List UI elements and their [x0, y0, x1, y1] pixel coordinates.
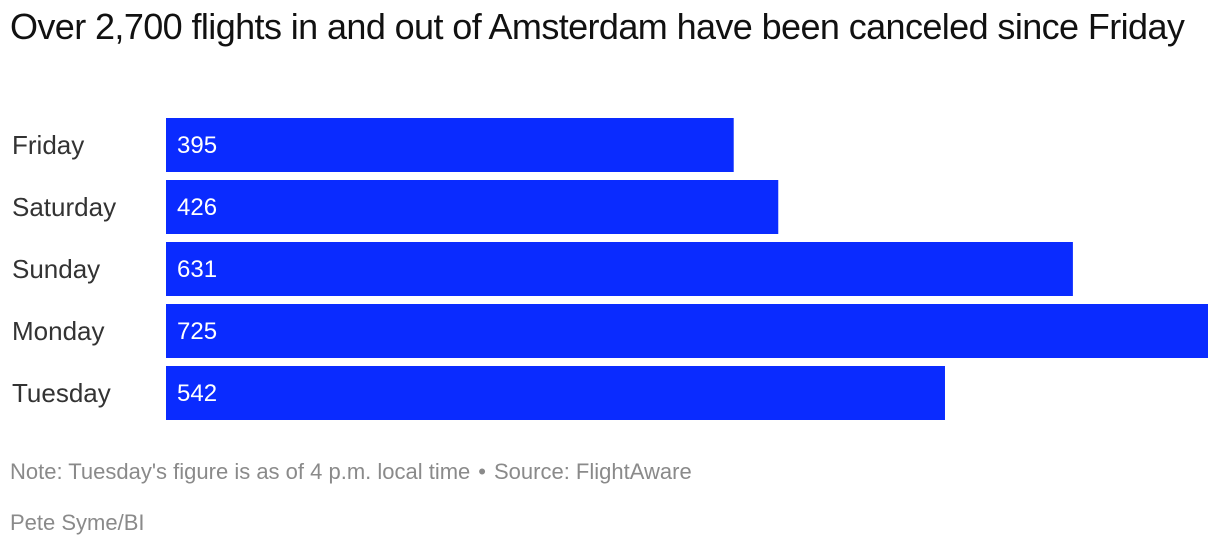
category-label-sunday: Sunday: [12, 254, 100, 284]
bar-chart: Friday 395 Saturday 426 Sunday 631 Monday 725 Tu…: [12, 118, 1208, 420]
category-label-tuesday: Tuesday: [12, 378, 111, 408]
note-text: Note: Tuesday's figure is as of 4 p.m. l…: [10, 459, 471, 484]
value-label-friday: 395: [177, 132, 217, 159]
bar-friday: [166, 118, 734, 172]
bar-sunday: [166, 242, 1073, 296]
chart-title: Over 2,700 flights in and out of Amsterd…: [10, 6, 1185, 47]
bar-tuesday: [166, 366, 945, 420]
bar-saturday: [166, 180, 779, 234]
category-label-friday: Friday: [12, 130, 84, 160]
value-label-tuesday: 542: [177, 380, 217, 407]
author-credit: Pete Syme/BI: [10, 510, 145, 535]
category-label-monday: Monday: [12, 316, 105, 346]
source-text: Source: FlightAware: [494, 459, 692, 484]
chart-note: Note: Tuesday's figure is as of 4 p.m. l…: [10, 458, 692, 486]
value-label-monday: 725: [177, 318, 217, 345]
value-label-sunday: 631: [177, 256, 217, 283]
category-label-saturday: Saturday: [12, 192, 116, 222]
separator-dot: •: [478, 459, 486, 484]
bar-monday: [166, 304, 1208, 358]
value-label-saturday: 426: [177, 194, 217, 221]
